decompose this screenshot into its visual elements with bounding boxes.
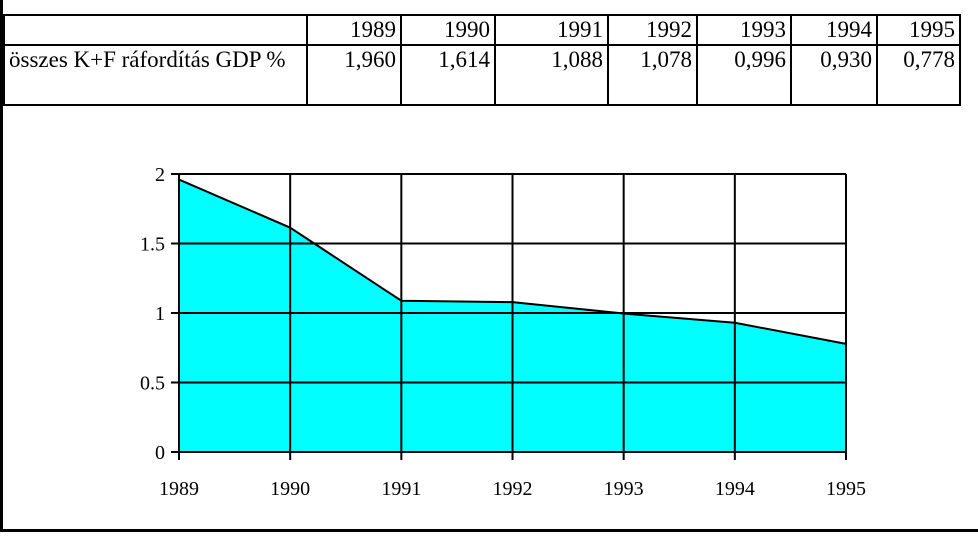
x-tick-label-1993: 1993 (604, 478, 644, 500)
x-tick-label-1992: 1992 (493, 478, 533, 500)
y-tick-label-2: 1 (155, 303, 165, 325)
y-tick-label-1: 0.5 (140, 373, 165, 395)
table-value-1990: 1,614 (400, 44, 496, 106)
table-value-1993: 0,996 (696, 44, 792, 106)
x-tick-label-1994: 1994 (715, 478, 755, 500)
y-tick-label-0: 0 (155, 442, 165, 464)
table-year-1990: 1990 (400, 14, 496, 46)
table-value-1992: 1,078 (607, 44, 698, 106)
x-tick-label-1990: 1990 (270, 478, 310, 500)
table-year-1993: 1993 (696, 14, 792, 46)
chart-area: 0 0.5 1 1.5 2 1989 1990 1991 1992 1993 1994 1995 (0, 145, 978, 532)
table-year-1992: 1992 (607, 14, 698, 46)
table-row-label: összes K+F ráfordítás GDP % (3, 44, 308, 106)
x-tick-label-1995: 1995 (826, 478, 866, 500)
table-value-1991: 1,088 (494, 44, 609, 106)
data-table: 1989 1990 1991 1992 1993 1994 1995 össze… (3, 14, 961, 106)
table-value-row: összes K+F ráfordítás GDP % 1,960 1,614 … (3, 44, 961, 106)
area-chart: 0 0.5 1 1.5 2 1989 1990 1991 1992 1993 1994 1995 (140, 164, 866, 500)
x-tick-label-1991: 1991 (381, 478, 421, 500)
table-year-1994: 1994 (790, 14, 878, 46)
table-value-1989: 1,960 (306, 44, 402, 106)
table-year-1989: 1989 (306, 14, 402, 46)
series-line (178, 178, 847, 345)
table-value-1995: 0,778 (876, 44, 961, 106)
x-tick-label-1989: 1989 (159, 478, 199, 500)
y-tick-label-3: 1.5 (140, 234, 165, 256)
table-year-1995: 1995 (876, 14, 961, 46)
table-year-1991: 1991 (494, 14, 609, 46)
table-corner-cell (3, 14, 308, 46)
table-header-row: 1989 1990 1991 1992 1993 1994 1995 (3, 14, 961, 46)
table-value-1994: 0,930 (790, 44, 878, 106)
y-tick-label-4: 2 (155, 164, 165, 186)
